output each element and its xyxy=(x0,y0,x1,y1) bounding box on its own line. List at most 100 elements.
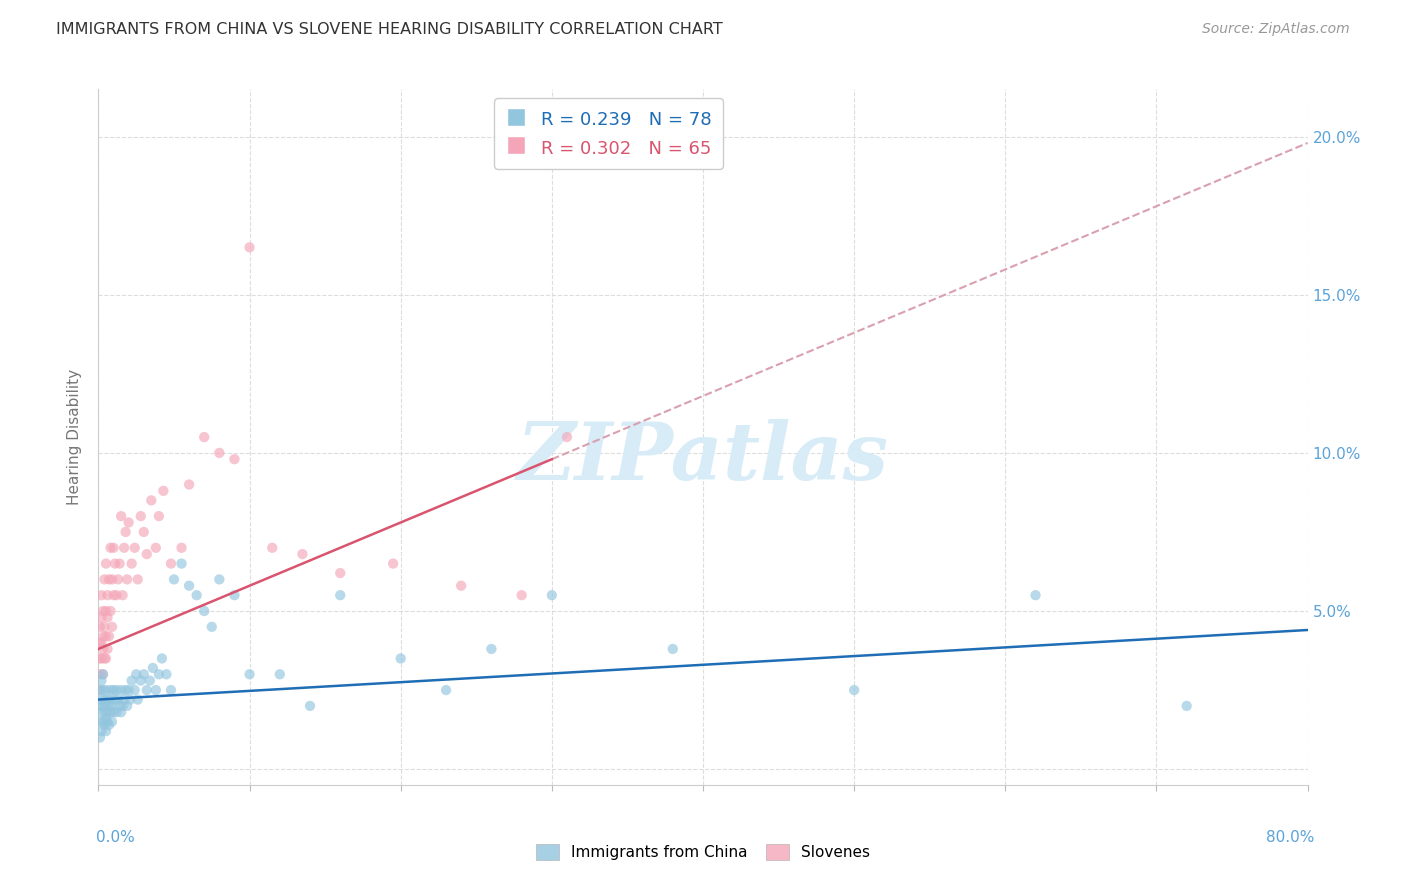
Point xyxy=(94,604,117,618)
Point xyxy=(114,683,136,698)
Point xyxy=(114,524,136,539)
Point xyxy=(89,731,111,745)
Point xyxy=(103,541,125,555)
Point xyxy=(208,446,231,460)
Point xyxy=(224,452,246,467)
Point xyxy=(104,692,127,706)
Point xyxy=(91,667,114,681)
Point xyxy=(118,516,141,530)
Point xyxy=(127,573,149,587)
Point xyxy=(239,667,262,681)
Point xyxy=(661,642,683,657)
Point xyxy=(100,705,122,719)
Point xyxy=(118,683,141,698)
Point xyxy=(96,642,118,657)
Point xyxy=(90,724,112,739)
Point xyxy=(142,661,165,675)
Point xyxy=(90,692,112,706)
Point xyxy=(90,705,112,719)
Point xyxy=(155,667,177,681)
Point xyxy=(540,588,562,602)
Point xyxy=(193,604,215,618)
Text: 0.0%: 0.0% xyxy=(96,830,135,845)
Point xyxy=(139,673,162,688)
Point xyxy=(91,714,114,729)
Legend: Immigrants from China, Slovenes: Immigrants from China, Slovenes xyxy=(530,838,876,866)
Point xyxy=(510,588,533,602)
Point xyxy=(94,629,117,643)
Point xyxy=(100,541,122,555)
Point xyxy=(90,635,112,649)
Point xyxy=(145,541,167,555)
Point xyxy=(120,692,142,706)
Point xyxy=(93,651,115,665)
Point xyxy=(105,588,128,602)
Point xyxy=(96,714,118,729)
Point xyxy=(90,610,112,624)
Point xyxy=(389,651,412,665)
Point xyxy=(90,651,112,665)
Point xyxy=(107,573,129,587)
Point xyxy=(450,579,472,593)
Point xyxy=(98,629,121,643)
Point xyxy=(121,557,143,571)
Point xyxy=(434,683,457,698)
Point xyxy=(100,683,122,698)
Point xyxy=(141,493,163,508)
Point xyxy=(89,714,111,729)
Text: 80.0%: 80.0% xyxy=(1267,830,1315,845)
Point xyxy=(110,509,132,524)
Point xyxy=(96,588,118,602)
Point xyxy=(93,705,115,719)
Text: Source: ZipAtlas.com: Source: ZipAtlas.com xyxy=(1202,22,1350,37)
Point xyxy=(108,698,131,713)
Point xyxy=(170,557,193,571)
Point xyxy=(93,692,115,706)
Point xyxy=(152,483,174,498)
Point xyxy=(170,541,193,555)
Point xyxy=(91,667,114,681)
Point xyxy=(121,673,143,688)
Legend: R = 0.239   N = 78, R = 0.302   N = 65: R = 0.239 N = 78, R = 0.302 N = 65 xyxy=(495,98,723,169)
Point xyxy=(111,588,134,602)
Point xyxy=(103,705,125,719)
Point xyxy=(129,509,152,524)
Point xyxy=(127,692,149,706)
Point xyxy=(239,240,262,254)
Point xyxy=(91,604,114,618)
Point xyxy=(208,573,231,587)
Point xyxy=(115,573,138,587)
Point xyxy=(90,673,112,688)
Point xyxy=(90,588,112,602)
Point xyxy=(115,698,138,713)
Point xyxy=(201,620,224,634)
Point xyxy=(160,557,183,571)
Point xyxy=(135,547,157,561)
Point xyxy=(101,714,124,729)
Point xyxy=(89,651,111,665)
Point xyxy=(100,692,122,706)
Point xyxy=(101,698,124,713)
Point xyxy=(148,667,170,681)
Point xyxy=(91,642,114,657)
Point xyxy=(329,566,352,580)
Point xyxy=(329,588,352,602)
Point xyxy=(96,705,118,719)
Point xyxy=(145,683,167,698)
Point xyxy=(112,541,135,555)
Point xyxy=(93,620,115,634)
Text: ZIPatlas: ZIPatlas xyxy=(517,419,889,497)
Point xyxy=(163,573,186,587)
Point xyxy=(111,698,134,713)
Point xyxy=(101,620,124,634)
Y-axis label: Hearing Disability: Hearing Disability xyxy=(67,369,83,505)
Point xyxy=(481,642,503,657)
Point xyxy=(1024,588,1046,602)
Point xyxy=(98,718,121,732)
Point xyxy=(94,712,117,726)
Point xyxy=(89,667,111,681)
Point xyxy=(89,635,111,649)
Text: IMMIGRANTS FROM CHINA VS SLOVENE HEARING DISABILITY CORRELATION CHART: IMMIGRANTS FROM CHINA VS SLOVENE HEARING… xyxy=(56,22,723,37)
Point xyxy=(105,705,128,719)
Point xyxy=(89,683,111,698)
